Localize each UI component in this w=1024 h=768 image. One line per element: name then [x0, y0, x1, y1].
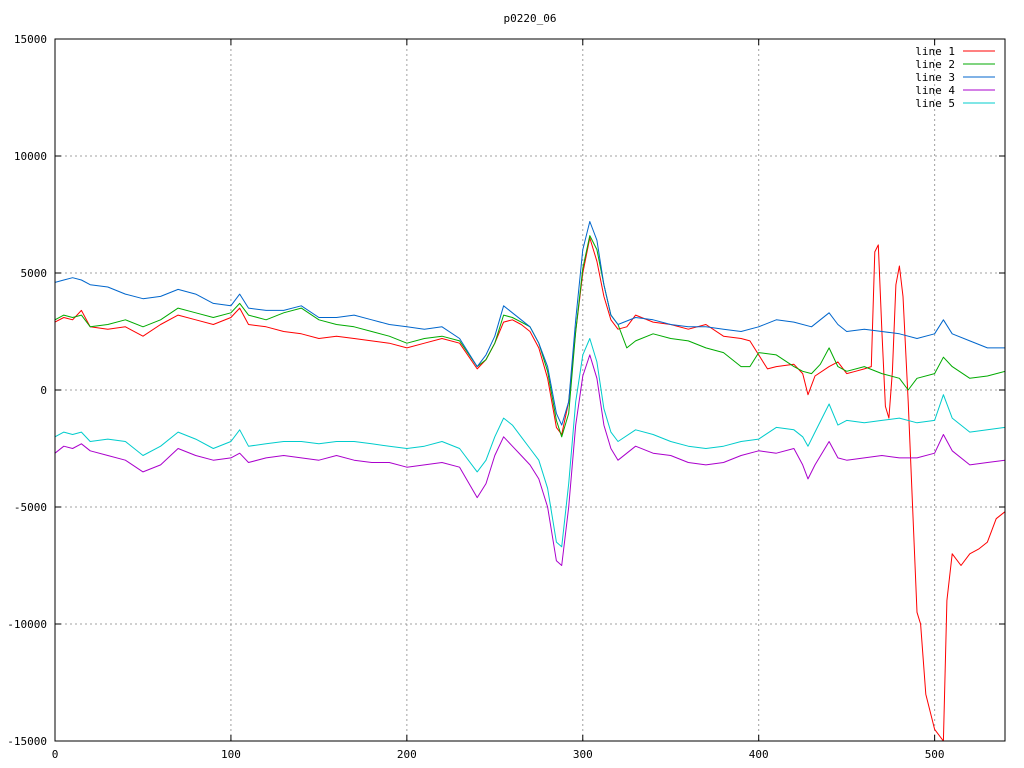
x-tick-label: 500: [925, 748, 945, 761]
series-line-2: [55, 235, 1005, 438]
series-line-3: [55, 221, 1005, 426]
legend-label: line 4: [915, 84, 955, 97]
y-tick-label: 0: [40, 384, 47, 397]
series-lines: [55, 221, 1005, 741]
axis-ticks: 0 100 200 300 400 500 -15000 -10000 -5000 0 5000 10…: [7, 33, 1005, 761]
y-tick-label: -10000: [7, 618, 47, 631]
legend-label: line 2: [915, 58, 955, 71]
grid-lines: [55, 39, 1005, 741]
y-tick-label: -5000: [14, 501, 47, 514]
legend-label: line 1: [915, 45, 955, 58]
x-tick-label: 100: [221, 748, 241, 761]
y-tick-label: 5000: [21, 267, 48, 280]
chart-title: p0220_06: [504, 12, 557, 25]
y-tick-label: -15000: [7, 735, 47, 748]
legend-label: line 3: [915, 71, 955, 84]
x-tick-label: 200: [397, 748, 417, 761]
y-tick-label: 15000: [14, 33, 47, 46]
series-line-5: [55, 338, 1005, 548]
series-line-4: [55, 354, 1005, 566]
legend-label: line 5: [915, 97, 955, 110]
x-tick-label: 400: [749, 748, 769, 761]
series-line-1: [55, 237, 1005, 741]
y-tick-label: 10000: [14, 150, 47, 163]
x-tick-label: 0: [52, 748, 59, 761]
x-tick-label: 300: [573, 748, 593, 761]
